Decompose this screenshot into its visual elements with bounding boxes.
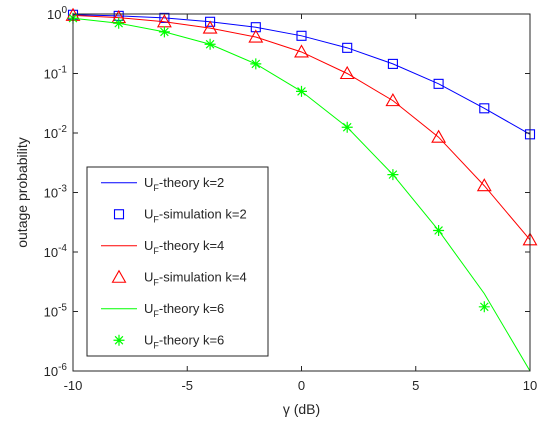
legend-entry: UF-theory k=4 (101, 238, 224, 256)
data-point (476, 178, 492, 192)
data-point (294, 44, 309, 58)
legend-label: UF-theory k=6 (144, 301, 224, 319)
data-point (342, 42, 353, 53)
x-tick-label: 10 (523, 378, 537, 393)
legend-label: UF-theory k=2 (144, 175, 224, 193)
y-tick-label: 10-5 (44, 303, 68, 320)
series-1 (72, 14, 531, 135)
data-point (387, 58, 398, 69)
data-point (341, 121, 353, 133)
data-point (339, 65, 355, 80)
data-point (250, 22, 261, 33)
data-point (296, 30, 307, 41)
y-tick-label: 10-3 (44, 184, 68, 201)
data-point (385, 93, 401, 107)
legend-box (86, 166, 269, 357)
y-tick-label: 10-2 (44, 124, 68, 141)
data-point (296, 85, 307, 97)
series-layer (65, 7, 538, 372)
legend-entry: UF-simulation k=4 (111, 269, 247, 287)
legend-entry: UF-theory k=6 (113, 332, 224, 350)
legend-label: UF-simulation k=4 (144, 269, 247, 287)
legend: UF-theory k=2 UF-simulation k=2 UF-theory … (86, 166, 269, 357)
y-axis-label: outage probability (14, 137, 30, 248)
data-point (433, 78, 444, 89)
x-axis-label: γ (dB) (283, 401, 320, 417)
legend-marker (113, 334, 125, 346)
data-point (204, 38, 216, 50)
series-3 (72, 14, 531, 241)
data-point (431, 129, 447, 143)
data-point (479, 103, 490, 114)
tick-layer: -10 -5 0 5 10 100 10-1 10-2 10-3 10-4 10-5 10-6 (44, 5, 538, 393)
legend-entry: UF-theory k=6 (101, 301, 224, 319)
data-point (433, 224, 445, 236)
data-point (387, 169, 399, 181)
data-point (205, 16, 216, 27)
x-tick-label: 5 (412, 378, 419, 393)
legend-marker (113, 209, 125, 220)
x-tick-label: -10 (64, 378, 83, 393)
legend-label: UF-simulation k=2 (144, 206, 247, 224)
data-point (113, 17, 125, 29)
data-point (248, 29, 264, 43)
legend-label: UF-theory k=6 (144, 332, 224, 350)
y-tick-label: 100 (47, 5, 67, 22)
data-point (202, 20, 218, 34)
data-point (250, 58, 262, 70)
legend-marker (111, 269, 127, 283)
series-line (72, 14, 531, 135)
series-line (72, 14, 531, 241)
legend-entry: UF-simulation k=2 (113, 206, 247, 224)
legend-entry: UF-theory k=2 (101, 175, 224, 193)
y-tick-label: 10-4 (44, 243, 68, 260)
legend-label: UF-theory k=4 (144, 238, 224, 256)
data-point (478, 301, 490, 313)
data-point (158, 26, 170, 38)
data-point (159, 12, 170, 23)
x-tick-label: -5 (181, 378, 193, 393)
y-tick-label: 10-1 (44, 65, 68, 82)
x-tick-label: 0 (298, 378, 305, 393)
y-tick-label: 10-6 (44, 362, 68, 379)
